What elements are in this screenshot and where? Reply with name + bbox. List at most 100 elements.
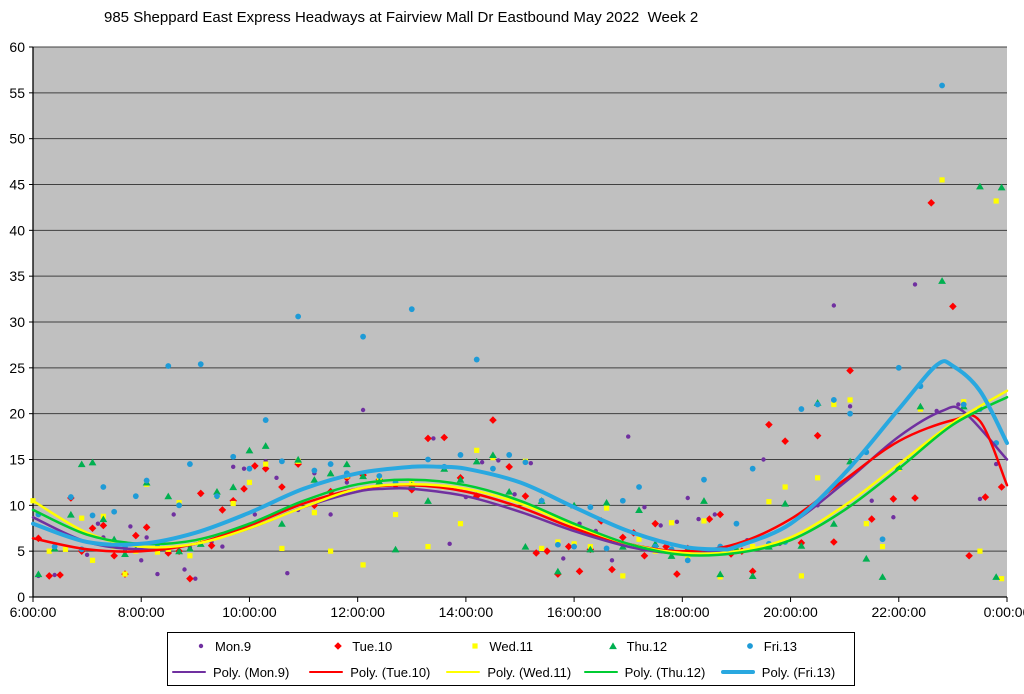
y-axis-label: 35 (9, 268, 25, 284)
data-point (939, 82, 945, 89)
data-point (56, 571, 64, 579)
data-point (142, 523, 151, 532)
data-point (701, 518, 707, 524)
data-point (684, 557, 691, 564)
chart-title: 985 Sheppard East Express Headways at Fa… (104, 9, 699, 26)
y-axis-label: 15 (9, 452, 25, 468)
trendline-Poly. (Fri.13) (31, 359, 1009, 552)
y-axis-label: 55 (9, 85, 25, 101)
data-point (327, 461, 334, 467)
data-point (879, 543, 886, 550)
data-point (911, 494, 919, 502)
data-point (196, 489, 205, 498)
data-point (521, 492, 530, 500)
data-point (424, 434, 432, 443)
y-axis-label: 5 (17, 543, 25, 559)
data-point (88, 458, 97, 466)
data-point (246, 465, 253, 472)
data-point (279, 545, 285, 552)
data-point (89, 557, 96, 563)
data-point (658, 523, 663, 528)
data-point (619, 533, 627, 542)
data-point (143, 477, 150, 484)
data-point (229, 483, 238, 491)
data-point (571, 543, 578, 550)
data-point (197, 361, 204, 368)
legend-item-tue-10: Tue.10 (305, 639, 442, 654)
data-point (543, 547, 551, 555)
data-point (862, 554, 871, 562)
data-point (642, 504, 647, 510)
data-point (89, 512, 96, 519)
data-point (522, 459, 529, 466)
data-point (187, 461, 193, 467)
data-point (326, 469, 335, 477)
data-point (165, 363, 172, 369)
data-point (88, 524, 97, 533)
data-point (425, 456, 431, 463)
data-point (716, 570, 725, 578)
data-point (619, 497, 626, 504)
data-point (261, 464, 270, 473)
data-point (66, 510, 75, 518)
data-point (554, 541, 561, 548)
data-point (891, 515, 896, 520)
data-point (981, 493, 990, 501)
data-point (447, 541, 452, 547)
data-point (214, 493, 220, 500)
data-point (154, 549, 161, 555)
data-point (51, 543, 58, 550)
data-point (425, 543, 431, 550)
data-point (521, 542, 530, 550)
data-point (230, 500, 236, 507)
data-point (797, 542, 806, 549)
data-point (77, 460, 86, 468)
data-point (473, 356, 480, 363)
data-point (575, 567, 584, 576)
data-point (67, 494, 74, 500)
data-point (472, 457, 481, 465)
data-point (45, 572, 54, 580)
data-point (651, 519, 660, 528)
data-point (506, 452, 513, 458)
data-point (712, 512, 717, 517)
data-point (245, 446, 254, 454)
data-point (815, 475, 821, 481)
data-point (294, 455, 303, 463)
data-point (376, 473, 383, 479)
data-point (673, 570, 681, 578)
data-point (748, 572, 757, 580)
data-point (164, 549, 173, 557)
data-point (992, 573, 1001, 580)
data-point (391, 545, 400, 553)
data-point (79, 515, 85, 521)
data-point (586, 545, 595, 553)
data-point (602, 498, 611, 506)
data-point (830, 397, 837, 403)
data-point (977, 496, 983, 502)
data-point (863, 521, 869, 527)
y-axis-label: 60 (9, 39, 25, 55)
data-point (831, 401, 837, 408)
data-point (830, 538, 838, 546)
x-axis-label: 14:00:00 (439, 604, 494, 620)
data-point (765, 420, 773, 429)
data-point (733, 520, 740, 527)
data-point (295, 313, 302, 320)
data-point (479, 460, 485, 465)
thu-12-marker-icon (608, 642, 617, 650)
data-point (310, 501, 319, 510)
x-axis-label: 18:00:00 (655, 604, 710, 620)
y-axis-label: 45 (9, 177, 25, 193)
data-point (220, 544, 225, 549)
legend-label: Wed.11 (489, 638, 533, 654)
legend-box: Mon.9 Tue.10 Wed.11 Thu.12 Fri.13 Poly. (Mon… (167, 632, 855, 686)
data-point (636, 536, 642, 542)
data-point (538, 497, 545, 504)
data-point (155, 571, 160, 577)
data-point (99, 515, 108, 523)
legend-lines-row: Poly. (Mon.9) Poly. (Tue.10) Poly. (Wed.11… (168, 660, 854, 684)
x-axis-label: 8:00:00 (118, 604, 165, 620)
data-point (193, 576, 198, 581)
chart-canvas: 0 5 10 15 20 25 30 35 40 45 50 55 60 6:00:00 8:00:00 10… (9, 39, 1024, 620)
